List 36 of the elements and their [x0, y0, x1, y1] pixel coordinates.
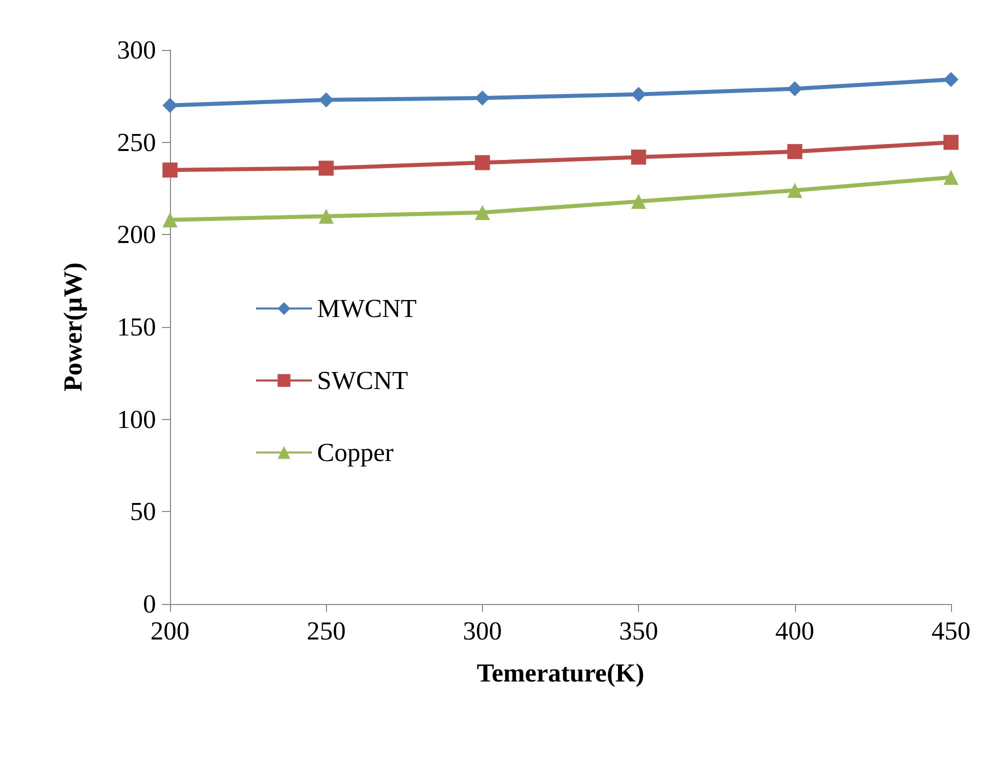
x-tick-label: 300 [462, 616, 502, 646]
point [318, 92, 334, 108]
x-tick-label: 200 [150, 616, 190, 646]
x-tick-label: 450 [932, 616, 970, 646]
legend-label: Copper [317, 438, 394, 467]
point [631, 86, 646, 102]
legend-label: MWCNT [317, 294, 417, 323]
y-tick-label: 250 [117, 128, 156, 157]
y-tick-label: 150 [117, 312, 156, 342]
point [474, 155, 490, 170]
y-tick-label: 300 [117, 36, 156, 64]
point [318, 208, 334, 224]
y-axis-title: Power(µW) [58, 262, 88, 392]
x-axis-title: Temerature(K) [476, 658, 644, 688]
x-tick-label: 400 [775, 616, 814, 646]
point [944, 72, 958, 88]
point [944, 170, 958, 185]
point [944, 134, 958, 150]
point [631, 150, 646, 165]
point [631, 194, 646, 209]
y-tick-label: 100 [117, 404, 156, 434]
point [787, 144, 802, 160]
point [162, 162, 178, 178]
legend-label: SWCNT [317, 366, 408, 395]
point [787, 81, 802, 96]
y-tick-label: 200 [117, 220, 156, 250]
point [474, 205, 490, 220]
point [162, 98, 178, 113]
y-tick-label: 50 [130, 497, 156, 526]
point [787, 182, 802, 198]
point [318, 160, 334, 176]
x-tick-label: 250 [306, 616, 346, 646]
point [474, 90, 490, 106]
y-tick-label: 0 [143, 590, 156, 618]
point [162, 212, 178, 228]
x-tick-label: 350 [619, 616, 658, 646]
